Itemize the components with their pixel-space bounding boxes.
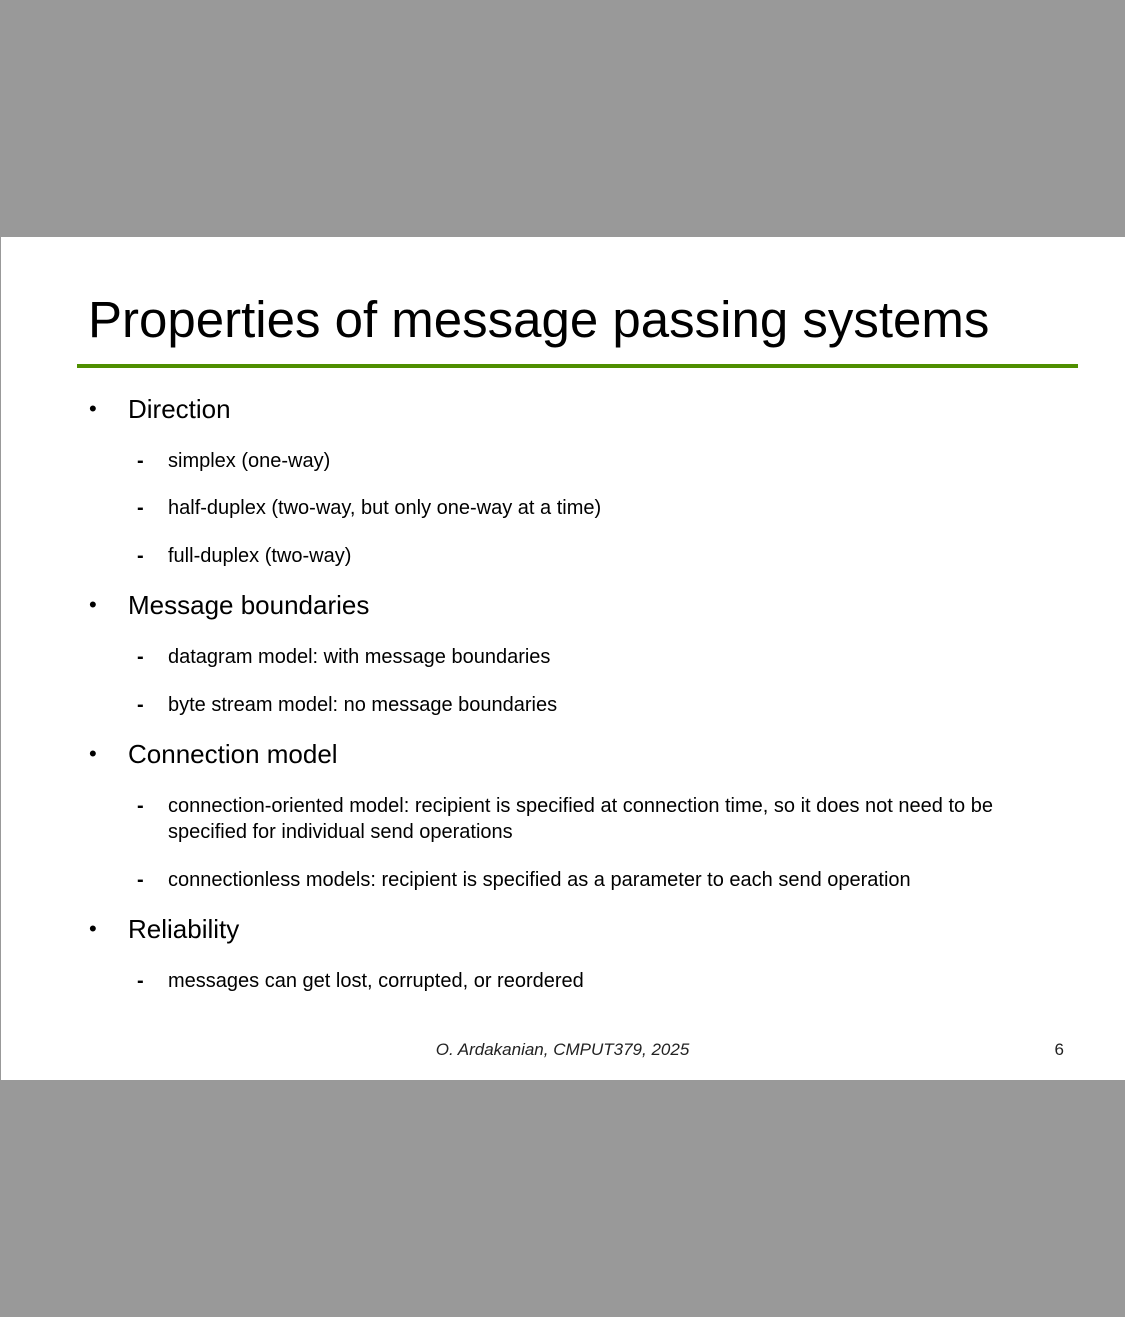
slide-footer: O. Ardakanian, CMPUT379, 2025	[435, 1040, 690, 1059]
sub-bullet-text: full-duplex (two-way)	[168, 545, 352, 567]
slide	[1, 237, 1125, 1080]
sub-bullet-text: byte stream model: no message boundaries	[168, 694, 558, 716]
sub-bullet-text: simplex (one-way)	[168, 450, 331, 472]
sub-bullet-marker: -	[137, 545, 144, 567]
bullet-marker: •	[89, 916, 97, 941]
sub-bullet-text: connectionless models: recipient is spec…	[168, 869, 911, 891]
sub-bullet-marker: -	[137, 869, 144, 891]
sub-bullet-text: messages can get lost, corrupted, or reo…	[168, 970, 584, 992]
sub-bullet-marker: -	[137, 694, 144, 716]
sub-bullet-text: datagram model: with message boundaries	[168, 646, 551, 668]
bullet-marker: •	[89, 592, 97, 617]
bullet-text: Message boundaries	[128, 590, 370, 620]
bullet-marker: •	[89, 741, 97, 766]
sub-bullet-marker: -	[137, 450, 144, 472]
sub-bullet-text: half-duplex (two-way, but only one-way a…	[168, 497, 602, 519]
bullet-text: Connection model	[128, 739, 338, 769]
sub-bullet-marker: -	[137, 795, 144, 817]
title-divider	[77, 364, 1078, 368]
sub-bullet-marker: -	[137, 497, 144, 519]
sub-bullet-marker: -	[137, 970, 144, 992]
page-number: 6	[1054, 1040, 1064, 1059]
sub-bullet-marker: -	[137, 646, 144, 668]
slide-title: Properties of message passing systems	[88, 291, 990, 348]
sub-bullet-text: connection-oriented model: recipient is …	[168, 795, 993, 843]
bullet-marker: •	[89, 396, 97, 421]
bullet-text: Reliability	[128, 914, 240, 944]
bullet-text: Direction	[128, 394, 231, 424]
